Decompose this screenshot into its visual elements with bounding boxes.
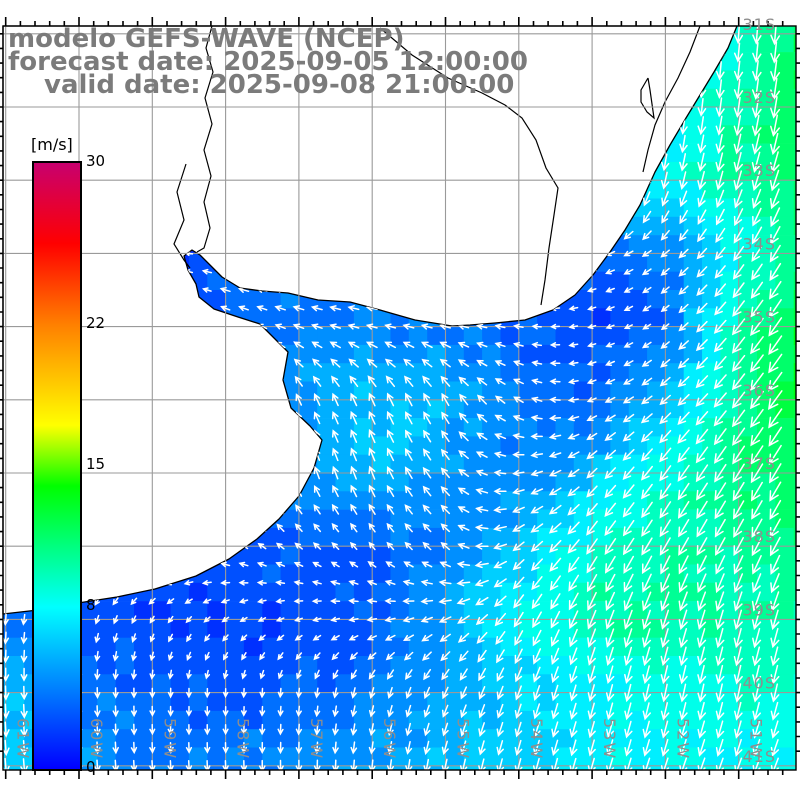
longitude-label: 56W — [380, 718, 399, 760]
map-frame — [2, 25, 797, 771]
longitude-label: 55W — [454, 718, 473, 760]
colorbar-tick-label: 15 — [86, 455, 106, 473]
longitude-label: 61W — [14, 718, 33, 760]
longitude-label: 54W — [527, 718, 546, 760]
longitude-label: 60W — [87, 718, 106, 760]
latitude-label: 34S — [742, 234, 776, 253]
latitude-label: 35S — [742, 308, 776, 327]
latitude-label: 32S — [742, 88, 776, 107]
colorbar-units-label: [m/s] — [31, 135, 73, 154]
colorbar — [32, 161, 82, 771]
latitude-label: 36S — [742, 381, 776, 400]
axis-tick-marks — [0, 17, 800, 779]
river-border-line — [173, 163, 191, 269]
latitude-label: 40S — [742, 674, 776, 693]
longitude-label: 57W — [307, 718, 326, 760]
model-title: modelo GEFS-WAVE (NCEP) — [8, 24, 405, 54]
latitude-label: 38S — [742, 527, 776, 546]
longitude-label: 59W — [160, 718, 179, 760]
longitude-label: 51W — [747, 718, 766, 760]
longitude-label: 53W — [600, 718, 619, 760]
colorbar-tick-label: 22 — [86, 314, 106, 332]
forecast-date-text: forecast date: 2025-09-05 12:00:00 — [8, 47, 528, 77]
latitude-label: 41S — [742, 747, 776, 766]
river-border-line — [640, 77, 655, 120]
river-border-line — [379, 27, 559, 306]
colorbar-tick-label: 0 — [86, 758, 96, 776]
valid-date-text: valid date: 2025-09-08 21:00:00 — [44, 70, 515, 100]
colorbar-tick-label: 8 — [86, 596, 96, 614]
colorbar-tick-label: 30 — [86, 152, 106, 170]
river-border-line — [196, 25, 214, 253]
latitude-label: 33S — [742, 161, 776, 180]
land-mass — [2, 25, 738, 615]
latitude-label: 31S — [742, 15, 776, 34]
longitude-label: 58W — [234, 718, 253, 760]
latitude-label: 39S — [742, 600, 776, 619]
longitude-label: 52W — [673, 718, 692, 760]
latitude-label: 37S — [742, 454, 776, 473]
